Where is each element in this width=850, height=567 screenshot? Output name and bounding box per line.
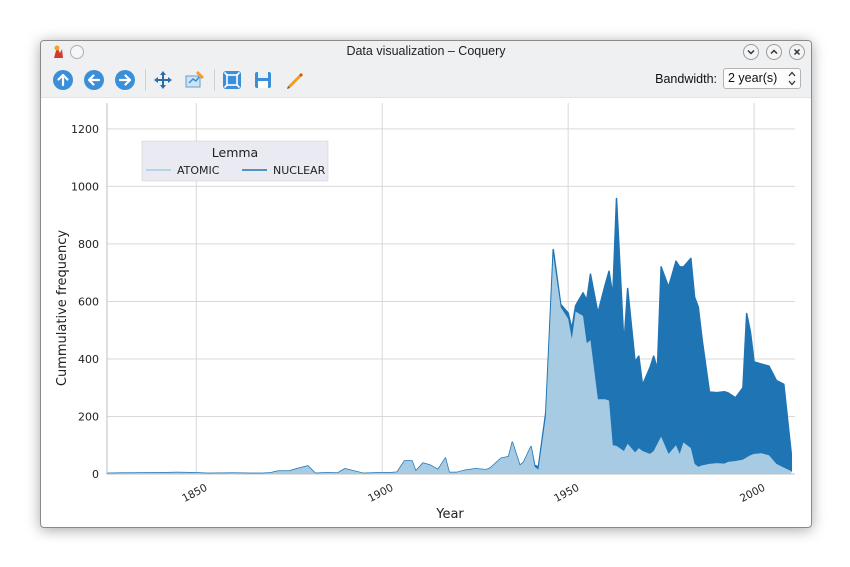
pan-icon[interactable] — [152, 69, 174, 91]
toolbar-separator — [145, 69, 146, 91]
x-tick-label: 2000 — [738, 482, 767, 505]
edit-axes-icon[interactable] — [183, 69, 205, 91]
x-tick-label: 1950 — [552, 482, 581, 505]
area-chart: 0 200 400 600 800 1000 1200 1850 1900 1950 2000 Ye… — [55, 103, 795, 522]
minimize-button[interactable] — [743, 44, 759, 60]
series-area-nuclear — [106, 197, 793, 475]
go-up-icon[interactable] — [52, 69, 74, 91]
zoom-fit-icon[interactable] — [221, 69, 243, 91]
plot-canvas: 0 200 400 600 800 1000 1200 1850 1900 1950 2000 Ye… — [41, 98, 811, 527]
legend-entry-atomic: ATOMIC — [177, 164, 220, 177]
y-tick-label: 600 — [78, 295, 99, 308]
coquery-app-icon — [54, 45, 63, 58]
spin-arrows-icon[interactable] — [786, 69, 798, 88]
plot-window: Data visualization – Coquery — [40, 40, 812, 528]
bandwidth-spinbox[interactable]: 2 year(s) — [723, 68, 801, 89]
y-tick-label: 1000 — [71, 180, 99, 193]
go-back-icon[interactable] — [83, 69, 105, 91]
y-tick-label: 1200 — [71, 123, 99, 136]
close-button[interactable] — [789, 44, 805, 60]
y-axis-label: Cummulative frequency — [55, 230, 70, 387]
x-tick-label: 1900 — [366, 482, 395, 505]
legend-title: Lemma — [212, 145, 258, 160]
bandwidth-value: 2 year(s) — [728, 71, 778, 85]
chevron-down-icon — [747, 49, 755, 55]
maximize-button[interactable] — [766, 44, 782, 60]
chevron-up-icon — [770, 49, 778, 55]
save-icon[interactable] — [252, 69, 274, 91]
window-title: Data visualization – Coquery — [346, 44, 506, 58]
bandwidth-label: Bandwidth: — [655, 72, 717, 86]
y-tick-label: 200 — [78, 410, 99, 423]
y-tick-label: 400 — [78, 353, 99, 366]
plot-toolbar: Bandwidth: 2 year(s) — [41, 63, 811, 98]
toolbar-separator — [214, 69, 215, 91]
window-menu-button[interactable] — [70, 45, 84, 59]
x-axis-label: Year — [435, 507, 464, 522]
title-bar: Data visualization – Coquery — [41, 41, 811, 64]
close-icon — [793, 48, 801, 56]
y-tick-label: 0 — [92, 468, 99, 481]
chart-areas — [106, 197, 793, 475]
x-tick-label: 1850 — [180, 482, 209, 505]
y-tick-label: 800 — [78, 238, 99, 251]
go-forward-icon[interactable] — [114, 69, 136, 91]
draw-icon[interactable] — [283, 69, 305, 91]
chart-legend: Lemma ATOMIC NUCLEAR — [141, 140, 329, 182]
legend-entry-nuclear: NUCLEAR — [273, 164, 326, 177]
